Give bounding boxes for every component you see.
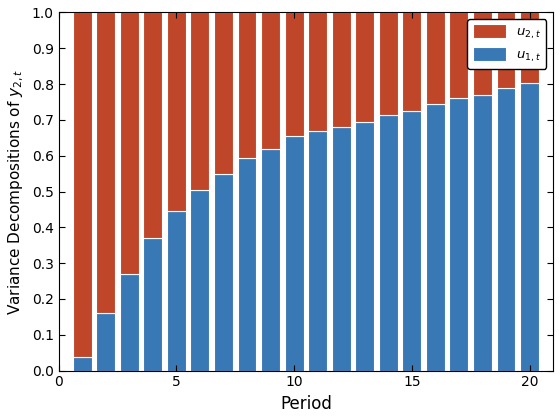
Bar bbox=[308, 131, 327, 370]
Bar bbox=[473, 13, 492, 95]
Bar bbox=[214, 173, 233, 370]
Bar bbox=[308, 13, 327, 131]
Bar bbox=[214, 13, 233, 173]
Bar bbox=[332, 127, 351, 370]
Bar bbox=[403, 13, 421, 111]
Bar bbox=[284, 136, 304, 370]
Bar bbox=[190, 13, 209, 190]
Bar bbox=[261, 13, 280, 149]
Bar bbox=[403, 111, 421, 370]
Bar bbox=[426, 104, 445, 370]
Bar bbox=[379, 115, 398, 370]
Bar bbox=[237, 13, 256, 157]
Bar bbox=[332, 13, 351, 127]
Legend: $u_{2,t}$, $u_{1,t}$: $u_{2,t}$, $u_{1,t}$ bbox=[468, 19, 547, 69]
Bar bbox=[190, 190, 209, 370]
Bar bbox=[73, 13, 92, 357]
Y-axis label: Variance Decompositions of $y_{2,t}$: Variance Decompositions of $y_{2,t}$ bbox=[7, 68, 26, 315]
Bar bbox=[379, 13, 398, 115]
Bar bbox=[497, 88, 515, 370]
Bar bbox=[473, 95, 492, 370]
Bar bbox=[96, 13, 115, 313]
Bar bbox=[143, 238, 162, 370]
Bar bbox=[96, 313, 115, 370]
Bar bbox=[237, 158, 256, 370]
Bar bbox=[143, 13, 162, 238]
Bar bbox=[284, 13, 304, 136]
Bar bbox=[120, 13, 139, 274]
Bar bbox=[520, 83, 539, 370]
Bar bbox=[73, 357, 92, 370]
Bar bbox=[450, 13, 468, 98]
X-axis label: Period: Period bbox=[280, 395, 332, 413]
Bar bbox=[167, 13, 186, 211]
Bar bbox=[355, 122, 374, 370]
Bar bbox=[261, 149, 280, 370]
Bar bbox=[520, 13, 539, 83]
Bar bbox=[120, 274, 139, 370]
Bar bbox=[167, 211, 186, 370]
Bar bbox=[426, 13, 445, 104]
Bar bbox=[450, 98, 468, 370]
Bar bbox=[355, 13, 374, 122]
Bar bbox=[497, 13, 515, 88]
